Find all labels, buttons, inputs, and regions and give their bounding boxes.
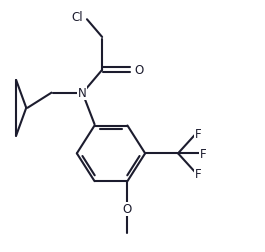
Text: F: F	[195, 127, 202, 140]
Text: F: F	[200, 147, 207, 160]
Text: F: F	[195, 167, 202, 180]
Text: O: O	[134, 64, 143, 77]
Text: O: O	[123, 203, 132, 216]
Text: Cl: Cl	[71, 11, 83, 24]
Text: N: N	[78, 87, 86, 100]
